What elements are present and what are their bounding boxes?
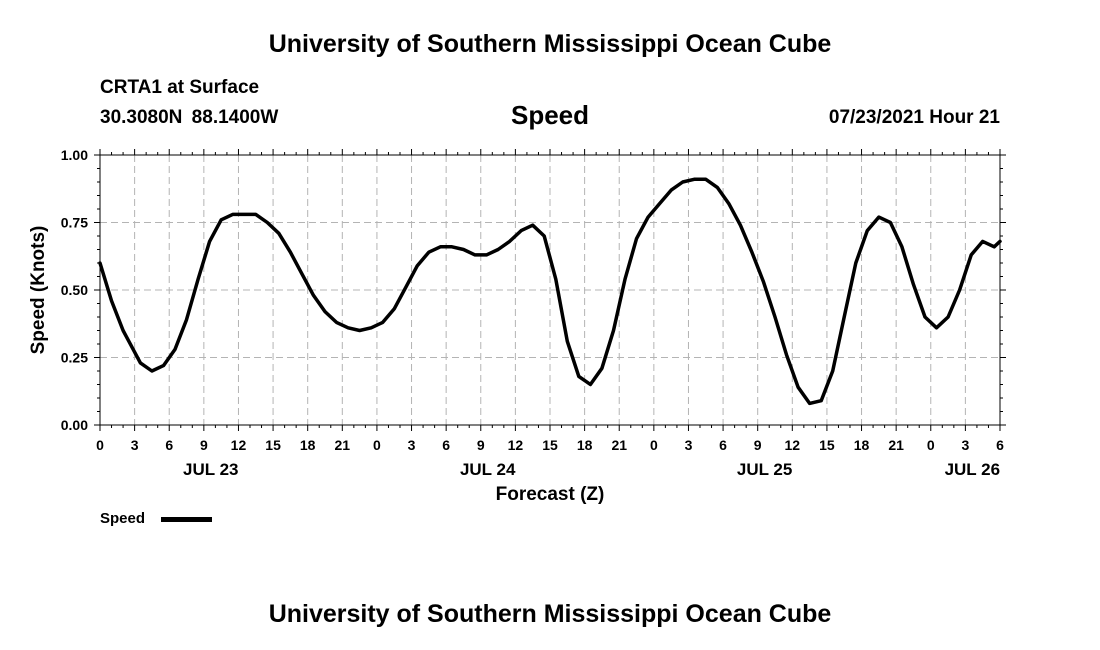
x-tick-label: 15 bbox=[265, 437, 281, 453]
station-label: CRTA1 at Surface bbox=[100, 77, 260, 98]
x-tick-label: 0 bbox=[927, 437, 935, 453]
speed-series-line bbox=[98, 177, 1002, 406]
legend-label: Speed bbox=[100, 510, 146, 527]
x-tick-label: 0 bbox=[96, 437, 104, 453]
y-axis-tick-labels: 0.00 0.25 0.50 0.75 1.00 bbox=[61, 147, 88, 433]
x-tick-label: 6 bbox=[165, 437, 173, 453]
x-tick-label: 18 bbox=[577, 437, 593, 453]
x-tick-label: 12 bbox=[231, 437, 247, 453]
x-axis-tick-labels: 0 3 6 9 12 15 18 21 0 3 6 9 12 15 18 21 0 3 6 9 12 15 18 21 0 3 6 bbox=[96, 437, 1004, 453]
x-tick-label: 3 bbox=[961, 437, 969, 453]
date-label: JUL 25 bbox=[737, 460, 792, 479]
x-tick-label: 0 bbox=[650, 437, 658, 453]
x-tick-label: 6 bbox=[442, 437, 450, 453]
x-tick-label: 3 bbox=[131, 437, 139, 453]
x-tick-label: 21 bbox=[611, 437, 627, 453]
x-tick-label: 15 bbox=[819, 437, 835, 453]
y-tick-label: 0.50 bbox=[61, 282, 88, 298]
x-tick-label: 9 bbox=[200, 437, 208, 453]
date-label: JUL 26 bbox=[945, 460, 1000, 479]
date-label: JUL 23 bbox=[183, 460, 238, 479]
y-tick-label: 0.75 bbox=[61, 215, 88, 231]
x-axis-date-labels: JUL 23 JUL 24 JUL 25 JUL 26 bbox=[183, 460, 1000, 479]
x-tick-label: 6 bbox=[719, 437, 727, 453]
legend-line-swatch bbox=[161, 517, 212, 522]
x-tick-label: 12 bbox=[785, 437, 801, 453]
axis-ticks bbox=[94, 149, 1006, 431]
x-tick-label: 6 bbox=[996, 437, 1004, 453]
coordinates-label: 30.3080N 88.1400W bbox=[100, 107, 279, 128]
y-tick-label: 0.00 bbox=[61, 417, 88, 433]
footer-title: University of Southern Mississippi Ocean… bbox=[268, 600, 832, 628]
forecast-datetime: 07/23/2021 Hour 21 bbox=[828, 107, 1000, 128]
x-tick-label: 9 bbox=[754, 437, 762, 453]
x-tick-label: 21 bbox=[335, 437, 351, 453]
x-tick-label: 3 bbox=[685, 437, 693, 453]
chart-title: University of Southern Mississippi Ocean… bbox=[268, 30, 832, 58]
x-tick-label: 9 bbox=[477, 437, 485, 453]
date-label: JUL 24 bbox=[460, 460, 516, 479]
x-axis-label: Forecast (Z) bbox=[496, 484, 605, 505]
x-tick-label: 18 bbox=[300, 437, 316, 453]
x-tick-label: 12 bbox=[508, 437, 524, 453]
x-tick-label: 15 bbox=[542, 437, 558, 453]
variable-title: Speed bbox=[510, 100, 590, 130]
x-tick-label: 3 bbox=[408, 437, 416, 453]
y-tick-label: 1.00 bbox=[61, 147, 88, 163]
x-tick-label: 21 bbox=[888, 437, 904, 453]
y-tick-label: 0.25 bbox=[61, 350, 88, 366]
x-tick-label: 0 bbox=[373, 437, 381, 453]
grid-lines bbox=[100, 155, 1000, 425]
x-tick-label: 18 bbox=[854, 437, 870, 453]
y-axis-label: Speed (Knots) bbox=[28, 226, 49, 355]
